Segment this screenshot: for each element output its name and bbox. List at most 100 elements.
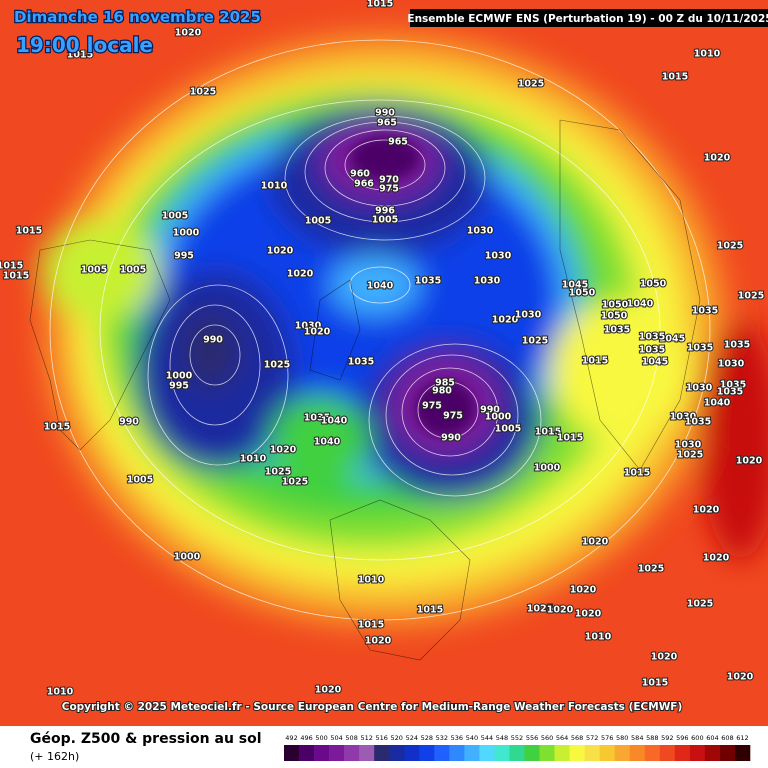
scale-label: 496 (300, 734, 312, 742)
isobar-label: 975 (379, 184, 399, 195)
isobar-label: 1005 (372, 215, 398, 226)
scale-cell (344, 745, 360, 761)
isobar-label: 1005 (120, 265, 146, 276)
scale-cell (554, 745, 570, 761)
map: 1015102010151025102510101015102010251025… (0, 0, 768, 726)
isobar-label: 1040 (321, 416, 348, 427)
isobar-label: 1015 (582, 356, 608, 367)
scale-cell (374, 745, 390, 761)
scale-label: 528 (421, 734, 433, 742)
run-info: Ensemble ECMWF ENS (Perturbation 19) - 0… (407, 13, 768, 25)
scale-cell (569, 745, 585, 761)
isobar-label: 1020 (287, 269, 314, 280)
isobar-label: 1035 (348, 357, 374, 368)
isobar-label: 1035 (720, 380, 746, 391)
scale-cell (479, 745, 495, 761)
isobar-label: 1025 (522, 336, 548, 347)
isobar-label: 1020 (703, 553, 730, 564)
isobar-label: 1020 (736, 456, 763, 467)
isobar-label: 1050 (601, 311, 628, 322)
isobar-label: 1005 (81, 265, 107, 276)
isobar-label: 1030 (485, 251, 512, 262)
scale-cell (539, 745, 555, 761)
scale-label: 584 (631, 734, 643, 742)
isobar-label: 1025 (638, 564, 664, 575)
scale-label: 588 (646, 734, 658, 742)
scale-label: 540 (466, 734, 478, 742)
scale-cell (584, 745, 600, 761)
isobar-label: 1010 (694, 49, 721, 60)
isobars (49, 39, 711, 621)
isobar-label: 1035 (415, 276, 441, 287)
scale-cell (359, 745, 375, 761)
isobar-label: 965 (377, 118, 397, 129)
isobar-label: 1025 (687, 599, 713, 610)
isobar-label: 1050 (602, 300, 629, 311)
isobar-label: 1015 (367, 0, 393, 10)
isobar-label: 1005 (127, 475, 153, 486)
isobar-label: 1020 (582, 537, 609, 548)
isobar-label: 990 (441, 433, 461, 444)
coastlines (29, 119, 701, 661)
isobar-label: 1025 (282, 477, 308, 488)
isobar-label: 1020 (315, 685, 342, 696)
scale-label: 516 (375, 734, 387, 742)
isobar-label: 1015 (3, 271, 29, 282)
isobar-label: 1035 (604, 325, 630, 336)
scale-cell (599, 745, 616, 761)
isobar-label: 1040 (704, 398, 731, 409)
isobar-label: 1020 (267, 246, 294, 257)
isobar-label: 1025 (265, 467, 291, 478)
isobar-label: 975 (422, 401, 442, 412)
isobar-label: 1025 (264, 360, 290, 371)
isobar-label: 960 (350, 169, 370, 180)
scale-cell (674, 745, 691, 761)
scale-label: 552 (511, 734, 523, 742)
isobar-label: 975 (443, 411, 463, 422)
isobar-label: 1030 (686, 383, 713, 394)
scale-label: 564 (556, 734, 568, 742)
isobar-label: 1050 (640, 279, 667, 290)
scale-label: 520 (391, 734, 403, 742)
isobar-label: 1005 (495, 424, 521, 435)
isobar-label: 1040 (627, 299, 654, 310)
isobar-label: 1010 (240, 454, 267, 465)
isobar-label: 1025 (677, 450, 703, 461)
scale-label: 560 (541, 734, 553, 742)
isobar-label: 1045 (659, 334, 685, 345)
isobar-label: 1005 (162, 211, 188, 222)
scale-cell (524, 745, 540, 761)
isobar-label: 1040 (367, 281, 394, 292)
isobar-label: 1035 (685, 417, 711, 428)
isobar-label: 1020 (547, 605, 574, 616)
isobar-label: 1025 (527, 604, 553, 615)
isobar-label: 1045 (562, 280, 588, 291)
isobar-label: 1045 (642, 357, 668, 368)
geopotential-field (40, 30, 768, 630)
scale-cell (314, 745, 330, 761)
legend: Géop. Z500 & pression au sol (+ 162h) 49… (30, 731, 751, 763)
scale-cell (509, 745, 525, 761)
isobar-label: 1035 (304, 413, 330, 424)
isobar-label: 1050 (569, 288, 596, 299)
scale-cell (644, 745, 661, 761)
isobar-label: 1030 (515, 310, 542, 321)
scale-cell (704, 745, 721, 761)
scale-cell (494, 745, 510, 761)
scale-label: 548 (496, 734, 508, 742)
isobar-label: 1030 (474, 276, 501, 287)
lead-time: (+ 162h) (30, 750, 79, 763)
isobar-label: 990 (119, 417, 139, 428)
isobar-label: 1010 (47, 687, 74, 698)
isobar-label: 985 (435, 378, 455, 389)
scale-label: 556 (526, 734, 538, 742)
isobar-label: 1030 (670, 412, 697, 423)
isobar-label: 1030 (467, 226, 494, 237)
isobar-label: 995 (169, 381, 189, 392)
isobar-label: 1015 (16, 226, 42, 237)
isobar-label: 1035 (639, 332, 665, 343)
isobar-label: 1015 (44, 422, 70, 433)
isobar-label: 1000 (534, 463, 561, 474)
isobar-label: 1015 (358, 620, 384, 631)
